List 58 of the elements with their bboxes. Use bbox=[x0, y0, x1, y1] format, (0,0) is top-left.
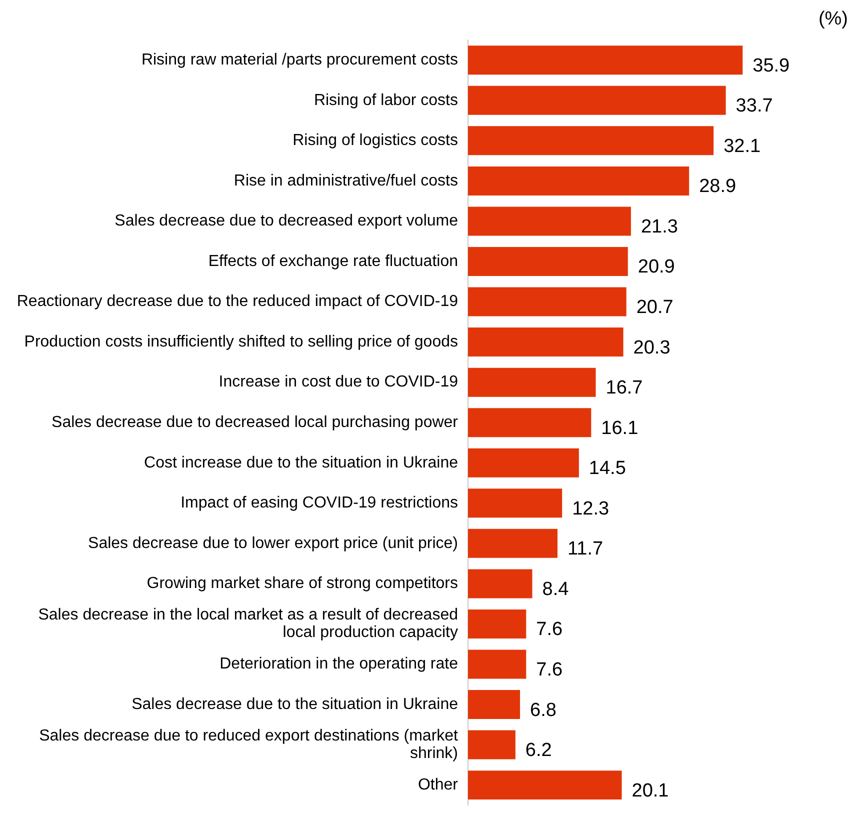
bar bbox=[468, 690, 520, 720]
y-tick-label: Other bbox=[418, 776, 459, 794]
bar bbox=[468, 730, 516, 760]
data-label: 11.7 bbox=[568, 538, 604, 560]
data-label: 35.9 bbox=[752, 55, 790, 76]
bar bbox=[468, 488, 562, 518]
y-tick-label: Sales decrease due to reduced export destinations (market shrink) bbox=[39, 727, 459, 762]
data-label: 14.5 bbox=[588, 458, 626, 480]
bar bbox=[468, 86, 726, 115]
y-tick-label: Rising of logistics costs bbox=[292, 132, 458, 150]
bar bbox=[468, 770, 622, 800]
bar bbox=[468, 126, 714, 156]
y-tick-label: Rising of labor costs bbox=[314, 92, 458, 109]
data-label: 33.7 bbox=[736, 96, 773, 117]
data-label: 28.9 bbox=[699, 176, 736, 198]
bar bbox=[468, 408, 592, 438]
data-label: 7.6 bbox=[536, 659, 563, 680]
bar bbox=[468, 609, 526, 638]
y-tick-label: Impact of easing COVID-19 restrictions bbox=[180, 494, 458, 512]
data-label: 32.1 bbox=[724, 136, 761, 157]
y-tick-label: Deterioration in the operating rate bbox=[220, 656, 458, 673]
bar bbox=[468, 46, 743, 75]
y-tick-label: Sales decrease due to decreased export volume bbox=[114, 212, 458, 230]
bar bbox=[468, 448, 579, 478]
data-label: 16.7 bbox=[606, 378, 643, 399]
y-tick-label: Rising raw material /parts procurement costs bbox=[141, 52, 458, 69]
bar bbox=[468, 650, 526, 679]
bar bbox=[468, 528, 558, 558]
bar bbox=[468, 166, 690, 196]
y-tick-label: Sales decrease due to decreased local purchasing power bbox=[52, 414, 459, 432]
y-tick-label: Production costs insufficiently shifted to selling price of goods bbox=[24, 333, 458, 350]
data-label: 21.3 bbox=[640, 216, 678, 238]
bar bbox=[468, 328, 624, 357]
bar bbox=[468, 287, 626, 316]
y-tick-label: Effects of exchange rate fluctuation bbox=[208, 252, 458, 270]
bar bbox=[468, 569, 532, 598]
y-tick-label: Increase in cost due to COVID-19 bbox=[218, 374, 458, 391]
data-label: 20.9 bbox=[638, 256, 675, 278]
data-label: 20.1 bbox=[632, 780, 669, 802]
data-label: 20.7 bbox=[636, 297, 674, 318]
text: (%) bbox=[818, 8, 848, 30]
y-tick-label: Growing market share of strong competitors bbox=[146, 575, 458, 592]
y-tick-label: Sales decrease due to lower export price (unit price) bbox=[88, 534, 458, 552]
y-tick-label: Cost increase due to the situation in Ukraine bbox=[144, 454, 458, 472]
y-tick-label: Sales decrease in the local market as a result of decreased local production capacity bbox=[38, 606, 458, 642]
y-tick-label: Reactionary decrease due to the reduced impact of COVID-19 bbox=[16, 293, 458, 310]
bar bbox=[468, 247, 628, 276]
data-label: 12.3 bbox=[572, 498, 610, 520]
data-label: 7.6 bbox=[536, 619, 563, 640]
bar bbox=[468, 206, 631, 236]
data-label: 20.3 bbox=[633, 337, 670, 358]
bar bbox=[468, 368, 596, 397]
y-tick-label: Rise in administrative/fuel costs bbox=[234, 172, 458, 190]
data-label: 16.1 bbox=[601, 418, 638, 439]
y-tick-label: Sales decrease due to the situation in Ukraine bbox=[132, 696, 458, 713]
data-label: 6.8 bbox=[530, 700, 556, 721]
data-label: 6.2 bbox=[525, 740, 552, 762]
data-label: 8.4 bbox=[542, 578, 570, 600]
